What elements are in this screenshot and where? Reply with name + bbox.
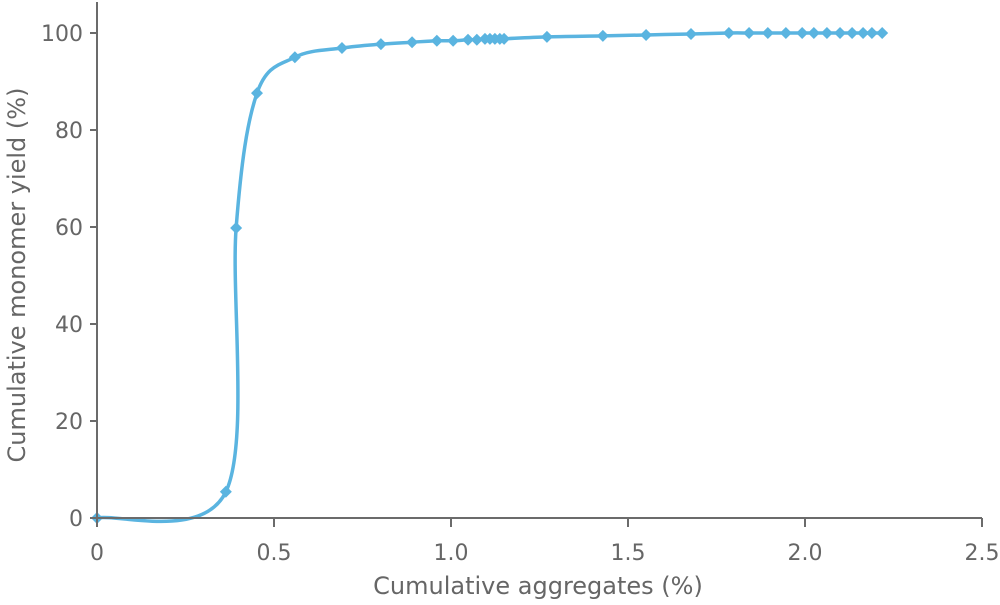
y-tick-label: 20 <box>55 410 83 435</box>
data-point-marker <box>374 38 387 51</box>
data-point-marker <box>876 27 889 39</box>
data-point-marker <box>335 42 348 55</box>
axes: 0 20 40 60 80 100 0 0.5 1.0 1.5 2.0 2.5 <box>41 2 1000 566</box>
y-tick-label: 40 <box>55 313 83 338</box>
data-point-marker <box>796 27 809 39</box>
y-tick-label: 80 <box>55 119 83 144</box>
x-tick-label: 2.0 <box>788 541 823 566</box>
data-point-marker <box>865 27 878 39</box>
data-point-marker <box>722 27 735 39</box>
data-point-marker <box>230 221 243 234</box>
data-point-marker <box>834 27 847 39</box>
data-point-marker <box>743 27 756 39</box>
data-point-marker <box>470 33 483 46</box>
data-point-marker <box>820 27 833 39</box>
data-point-marker <box>779 27 792 39</box>
data-point-marker <box>761 27 774 39</box>
data-point-marker <box>685 27 698 40</box>
data-point-marker <box>640 28 653 41</box>
y-tick-label: 100 <box>41 22 83 47</box>
series-layer <box>91 27 889 524</box>
y-tick-label: 60 <box>55 216 83 241</box>
data-point-marker <box>857 27 870 39</box>
series-line <box>95 31 884 524</box>
y-tick-label: 0 <box>69 507 83 532</box>
x-tick-label: 0.5 <box>257 541 292 566</box>
data-point-marker <box>406 36 419 49</box>
data-point-marker <box>219 485 232 498</box>
x-tick-label: 0 <box>90 541 104 566</box>
data-point-marker <box>447 34 460 47</box>
data-point-marker <box>540 30 553 43</box>
x-axis-title: Cumulative aggregates (%) <box>373 572 703 600</box>
data-point-marker <box>846 27 859 39</box>
y-axis-title: Cumulative monomer yield (%) <box>3 88 31 463</box>
x-tick-label: 1.0 <box>434 541 469 566</box>
data-point-marker <box>430 34 443 47</box>
data-point-marker <box>498 32 511 45</box>
data-point-marker <box>596 29 609 42</box>
x-tick-label: 2.5 <box>965 541 1000 566</box>
data-point-marker <box>251 87 264 100</box>
x-tick-label: 1.5 <box>611 541 646 566</box>
data-point-marker <box>807 27 820 39</box>
data-point-marker <box>288 51 301 64</box>
data-point-marker <box>461 33 474 46</box>
